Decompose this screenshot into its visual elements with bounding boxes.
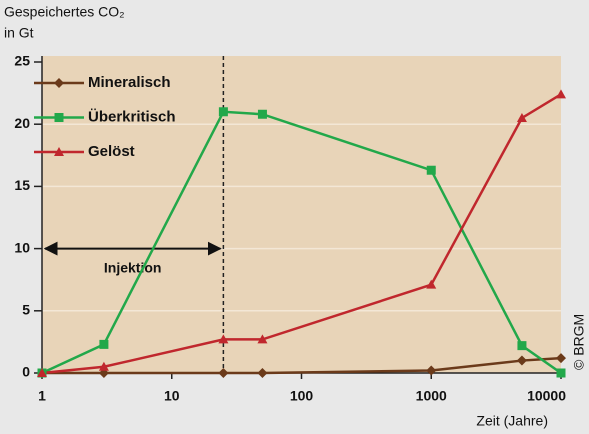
y-tick-label: 25 [14, 53, 30, 69]
plot-area [42, 56, 561, 373]
y-tick-label: 15 [14, 177, 30, 193]
x-tick-label: 1000 [416, 388, 447, 404]
marker [556, 353, 566, 364]
legend-label: Gelöst [88, 143, 135, 160]
marker [556, 368, 566, 378]
y-axis-title: in Gt [4, 25, 34, 41]
marker [517, 341, 527, 351]
y-tick-label: 20 [14, 115, 30, 131]
legend-marker [54, 78, 64, 88]
marker [516, 355, 527, 366]
legend-label: Überkritisch [88, 108, 176, 125]
marker [98, 361, 109, 371]
y-tick-label: 5 [22, 302, 30, 318]
annotation: Injektion [104, 259, 162, 275]
legend-marker [54, 113, 64, 122]
x-tick-label: 1 [38, 388, 46, 404]
y-tick-label: 10 [14, 239, 30, 255]
y-tick-label: 0 [22, 364, 30, 380]
marker [218, 334, 229, 344]
marker [426, 165, 436, 175]
x-tick-label: 10 [164, 388, 180, 404]
credit: © BRGM [571, 314, 587, 370]
marker [218, 368, 229, 378]
marker [257, 368, 268, 378]
x-tick-label: 10000 [527, 388, 566, 404]
marker [218, 107, 228, 117]
legend-marker [54, 147, 64, 156]
marker [99, 339, 109, 349]
marker [426, 279, 437, 289]
y-axis-title: Gespeichertes CO₂ [4, 4, 125, 20]
x-axis-title: Zeit (Jahre) [476, 413, 548, 429]
marker [516, 112, 527, 122]
legend-label: Mineralisch [88, 74, 171, 91]
marker [426, 365, 437, 376]
marker [37, 368, 47, 377]
marker [556, 89, 566, 99]
x-tick-label: 100 [290, 388, 314, 404]
marker [257, 334, 268, 344]
marker [257, 109, 267, 119]
